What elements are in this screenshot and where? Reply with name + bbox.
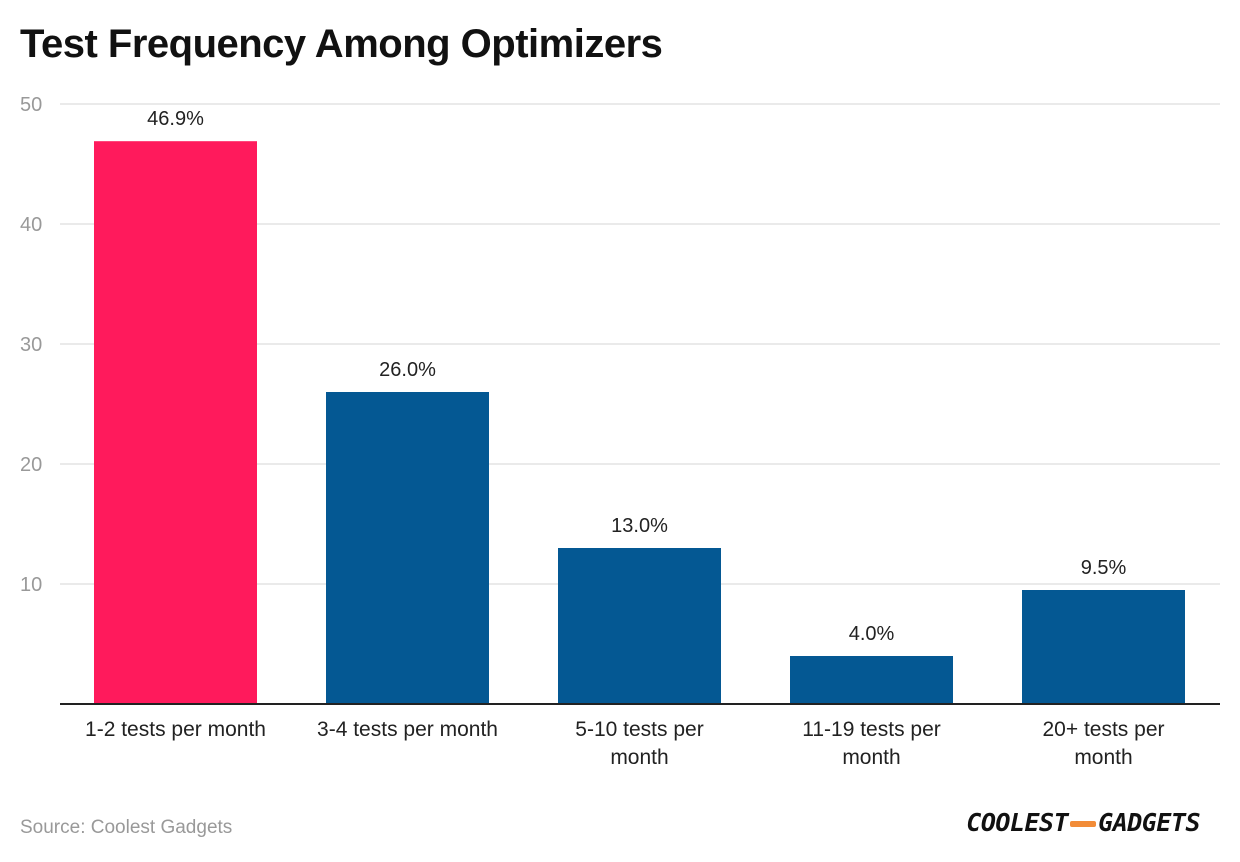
y-tick-label-50: 50 [20, 94, 42, 116]
data-label-0: 46.9% [147, 108, 204, 130]
data-label-1: 26.0% [379, 359, 436, 381]
brand-logo-dash [1070, 821, 1097, 827]
source-note: Source: Coolest Gadgets [20, 817, 233, 838]
x-tick-label-0: 1-2 tests per month [85, 718, 266, 741]
y-tick-label-30: 30 [20, 334, 42, 356]
y-tick-label-40: 40 [20, 214, 42, 236]
x-tick-label-1: 3-4 tests per month [317, 718, 498, 741]
bar-3 [790, 656, 953, 704]
brand-logo-part2: GADGETS [1098, 808, 1200, 837]
x-axis: 1-2 tests per month 3-4 tests per month 5-… [60, 703, 1220, 769]
bars [94, 141, 1185, 704]
bar-0 [94, 141, 257, 704]
x-tick-label-3: 11-19 tests per month [802, 718, 941, 769]
bar-2 [558, 548, 721, 704]
x-tick-label-4: 20+ tests per month [1043, 718, 1165, 769]
y-tick-label-10: 10 [20, 574, 42, 596]
brand-logo: COOLEST GADGETS [966, 808, 1200, 837]
data-label-2: 13.0% [611, 515, 668, 537]
x-tick-label-2: 5-10 tests per month [575, 718, 703, 769]
data-labels: 46.9% 26.0% 13.0% 4.0% 9.5% [147, 108, 1126, 645]
bar-4 [1022, 590, 1185, 704]
brand-logo-part1: COOLEST [966, 808, 1069, 837]
data-label-4: 9.5% [1081, 557, 1127, 579]
bar-1 [326, 392, 489, 704]
bar-chart: 10 20 30 40 50 46.9% 26.0% 13.0% 4.0% 9.5% 1-2 t… [20, 94, 1220, 769]
y-tick-label-20: 20 [20, 454, 42, 476]
data-label-3: 4.0% [849, 623, 895, 645]
chart-title: Test Frequency Among Optimizers [20, 22, 663, 66]
